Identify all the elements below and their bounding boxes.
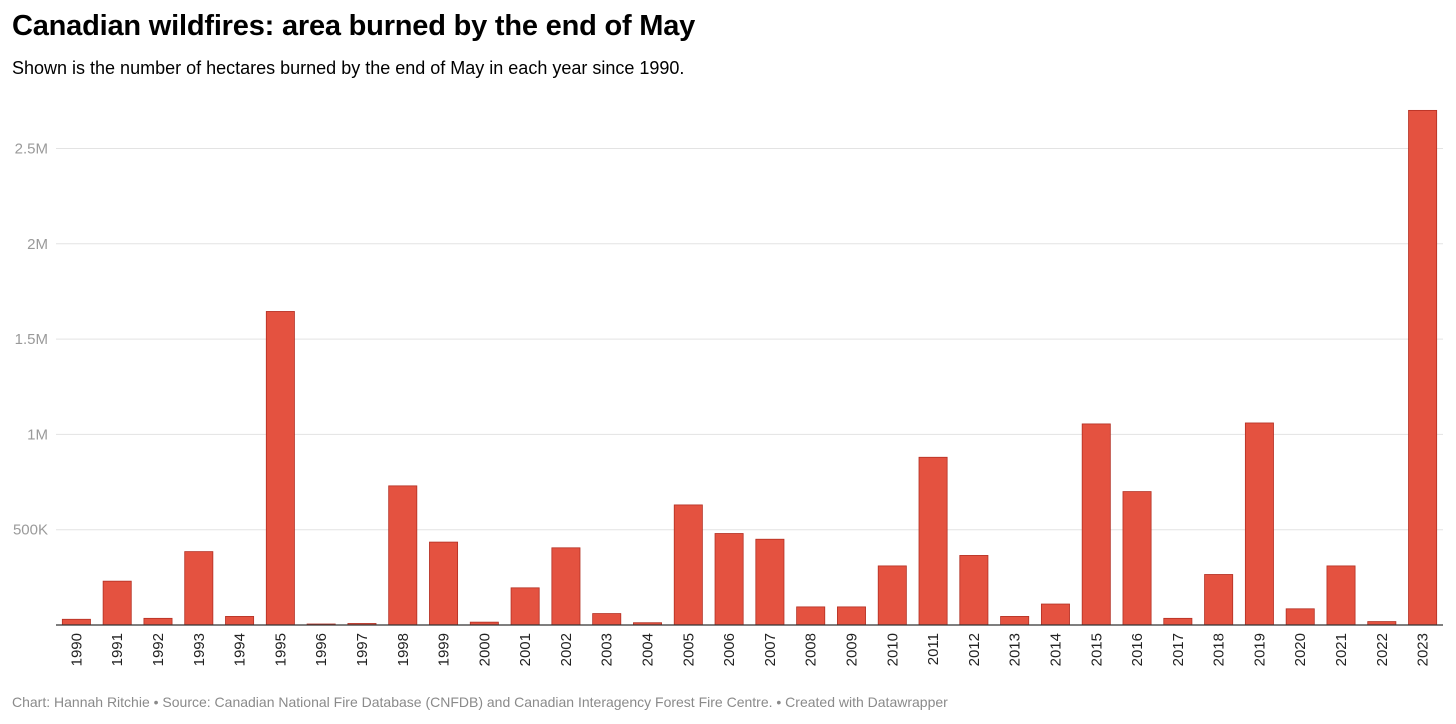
x-tick-label: 2017 [1170,633,1187,666]
x-tick-label: 2008 [803,633,820,666]
bar-2011 [918,456,948,626]
y-tick-label: 1.5M [15,331,48,348]
x-tick-label: 1999 [436,633,453,666]
bar-2008 [796,606,826,626]
x-tick-label: 2016 [1129,633,1146,666]
x-tick-label: 1990 [68,633,85,666]
chart-subtitle: Shown is the number of hectares burned b… [12,58,685,78]
x-tick-label: 2021 [1333,633,1350,666]
x-tick-label: 2018 [1211,633,1228,666]
y-axis-ticks: 500K 1M 1.5M 2M 2.5M [13,141,48,539]
bars [61,109,1438,626]
y-tick-label: 1M [27,426,48,443]
bar-2012 [959,555,989,626]
x-tick-label: 2005 [680,633,697,666]
x-tick-label: 1998 [395,633,412,666]
bar-2023 [1408,109,1438,626]
x-tick-label: 2015 [1088,633,1105,666]
x-tick-label: 2019 [1251,633,1268,666]
x-tick-label: 2012 [966,633,983,666]
x-tick-label: 2006 [721,633,738,666]
bar-2018 [1204,574,1234,626]
x-axis-ticks: 1990 1991 1992 1993 1994 1995 1996 1997 1998 1999… [68,633,1431,666]
bar-1998 [388,485,418,626]
x-tick-label: 2010 [884,633,901,666]
bar-2014 [1040,603,1070,626]
bar-1993 [184,551,214,626]
x-tick-label: 2007 [762,633,779,666]
bar-2021 [1326,565,1356,626]
bar-2019 [1244,422,1274,626]
x-tick-label: 1993 [191,633,208,666]
x-tick-label: 2013 [1007,633,1024,666]
bar-1995 [265,311,295,626]
x-tick-label: 1995 [272,633,289,666]
bar-2007 [755,538,785,626]
bar-2003 [592,613,622,626]
bar-1991 [102,580,132,626]
x-tick-label: 1991 [109,633,126,666]
bar-1992 [143,617,173,626]
x-tick-label: 2020 [1292,633,1309,666]
bar-2013 [1000,616,1030,626]
x-tick-label: 1997 [354,633,371,666]
x-tick-label: 1994 [232,633,249,666]
bar-2020 [1285,608,1315,626]
bar-1999 [429,541,459,626]
bar-2002 [551,547,581,626]
x-tick-label: 1992 [150,633,167,666]
y-tick-label: 500K [13,522,48,539]
chart-footer: Chart: Hannah Ritchie • Source: Canadian… [12,694,948,710]
bar-2006 [714,533,744,626]
x-tick-label: 2023 [1415,633,1432,666]
x-tick-label: 2002 [558,633,575,666]
bar-2009 [837,606,866,626]
x-tick-label: 2022 [1374,633,1391,666]
y-tick-label: 2M [27,236,48,253]
bar-2010 [877,565,907,626]
bar-2016 [1122,491,1152,626]
bar-2001 [510,587,540,626]
x-tick-label: 2003 [599,633,616,666]
x-tick-label: 2000 [476,633,493,666]
bar-2017 [1163,617,1193,626]
x-tick-label: 1996 [313,633,330,666]
x-tick-label: 2009 [843,633,860,666]
y-tick-label: 2.5M [15,141,48,158]
x-tick-label: 2011 [925,633,942,665]
bar-2005 [673,504,703,626]
x-tick-label: 2014 [1047,633,1064,666]
bar-2015 [1081,423,1111,626]
x-tick-label: 2001 [517,633,534,666]
bar-1990 [61,618,91,626]
gridlines [56,148,1443,531]
bar-1994 [225,616,255,626]
chart-title: Canadian wildfires: area burned by the e… [12,10,696,42]
x-tick-label: 2004 [640,633,657,666]
